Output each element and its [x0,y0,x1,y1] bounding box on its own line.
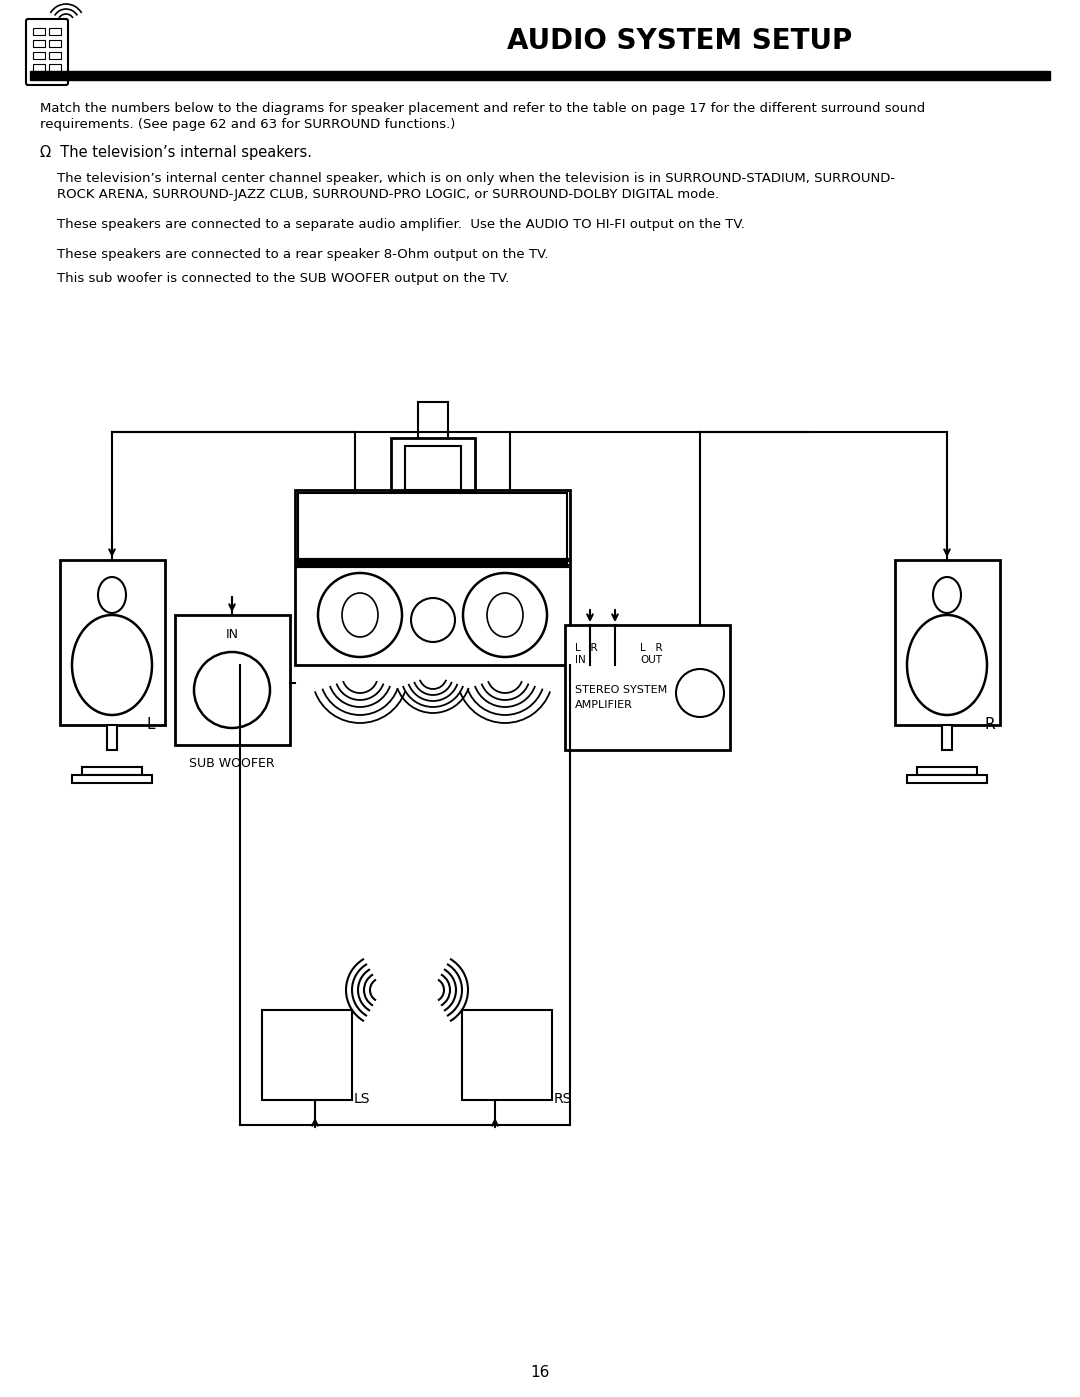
Text: ROCK ARENA, SURROUND-JAZZ CLUB, SURROUND-PRO LOGIC, or SURROUND-DOLBY DIGITAL mo: ROCK ARENA, SURROUND-JAZZ CLUB, SURROUND… [40,189,719,201]
Circle shape [463,573,546,657]
Bar [107,725,117,750]
Bar [33,52,45,59]
Text: RS: RS [554,1092,572,1106]
Ellipse shape [487,592,523,637]
Bar [60,560,165,725]
Bar [72,775,152,782]
Bar [49,41,60,47]
Bar [33,28,45,35]
Text: AMPLIFIER: AMPLIFIER [575,700,633,710]
Text: LS: LS [354,1092,370,1106]
Bar [917,767,977,775]
Text: L: L [147,717,156,732]
Circle shape [318,573,402,657]
Text: R: R [984,717,995,732]
Text: IN: IN [575,655,585,665]
Text: 16: 16 [530,1365,550,1380]
Bar [895,560,1000,725]
Circle shape [676,669,724,717]
Bar [82,767,141,775]
Text: OUT: OUT [640,655,662,665]
Bar [262,1010,352,1099]
Ellipse shape [907,615,987,715]
Circle shape [411,598,455,643]
Bar [295,490,570,665]
Text: This sub woofer is connected to the SUB WOOFER output on the TV.: This sub woofer is connected to the SUB … [40,272,510,285]
Text: SUB WOOFER: SUB WOOFER [189,757,274,770]
Text: L   R: L R [640,643,663,652]
Text: These speakers are connected to a separate audio amplifier.  Use the AUDIO TO HI: These speakers are connected to a separa… [40,218,745,231]
Bar [30,71,1050,80]
Text: requirements. (See page 62 and 63 for SURROUND functions.): requirements. (See page 62 and 63 for SU… [40,117,456,131]
Bar [391,439,475,490]
Bar [462,1010,552,1099]
Ellipse shape [933,577,961,613]
Bar [907,775,987,782]
Text: STEREO SYSTEM: STEREO SYSTEM [575,685,667,694]
Circle shape [194,652,270,728]
Ellipse shape [98,577,126,613]
Text: AUDIO SYSTEM SETUP: AUDIO SYSTEM SETUP [508,27,852,54]
Text: IN: IN [226,629,239,641]
Bar [942,725,951,750]
Text: Match the numbers below to the diagrams for speaker placement and refer to the t: Match the numbers below to the diagrams … [40,102,926,115]
Bar [298,493,567,563]
Text: The television’s internal center channel speaker, which is on only when the tele: The television’s internal center channel… [40,172,895,184]
Bar [565,624,730,750]
Bar [33,41,45,47]
Bar [405,446,461,490]
Text: L   R: L R [575,643,597,652]
Bar [33,64,45,71]
Bar [49,28,60,35]
FancyBboxPatch shape [26,20,68,85]
Ellipse shape [72,615,152,715]
Text: Ω  The television’s internal speakers.: Ω The television’s internal speakers. [40,145,312,161]
Text: These speakers are connected to a rear speaker 8-Ohm output on the TV.: These speakers are connected to a rear s… [40,249,549,261]
Ellipse shape [342,592,378,637]
Bar [175,615,291,745]
Bar [49,64,60,71]
Bar [49,52,60,59]
